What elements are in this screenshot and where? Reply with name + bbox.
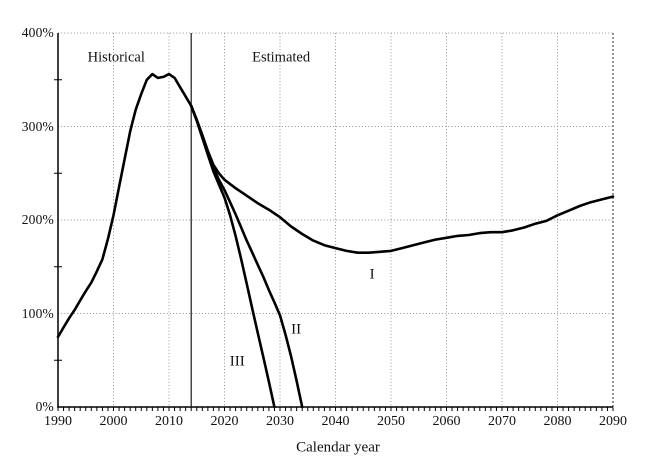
curve-alternative-iii — [189, 104, 276, 409]
y-tick-label: 400% — [21, 25, 54, 40]
series-label-alternative-2: II — [291, 321, 302, 338]
series-label-alternative-1: I — [369, 266, 375, 283]
x-tick-label: 1990 — [44, 414, 72, 429]
x-tick-label: 2020 — [210, 414, 239, 429]
historical-region-label: Historical — [87, 49, 145, 66]
x-tick-label: 2040 — [321, 414, 350, 429]
x-axis-title: Calendar year — [296, 439, 380, 456]
x-tick-label: 2060 — [432, 414, 461, 429]
y-tick-label: 300% — [21, 118, 54, 134]
x-tick-label: 2030 — [266, 414, 294, 429]
y-tick-label: 0% — [35, 399, 54, 414]
y-tick-label: 100% — [21, 305, 54, 321]
curve-alternative-i — [189, 104, 615, 254]
x-tick-label: 2080 — [543, 414, 572, 429]
x-tick-label: 2090 — [599, 414, 627, 429]
y-tick-label: 200% — [21, 212, 54, 227]
x-tick-label: 2050 — [377, 414, 405, 429]
estimated-region-label: Estimated — [252, 49, 311, 66]
curve-historical — [56, 72, 193, 339]
series-label-alternative-3: III — [229, 353, 245, 370]
x-tick-label: 2070 — [488, 414, 516, 429]
x-tick-label: 2010 — [155, 414, 183, 429]
x-tick-label: 2000 — [99, 414, 128, 429]
